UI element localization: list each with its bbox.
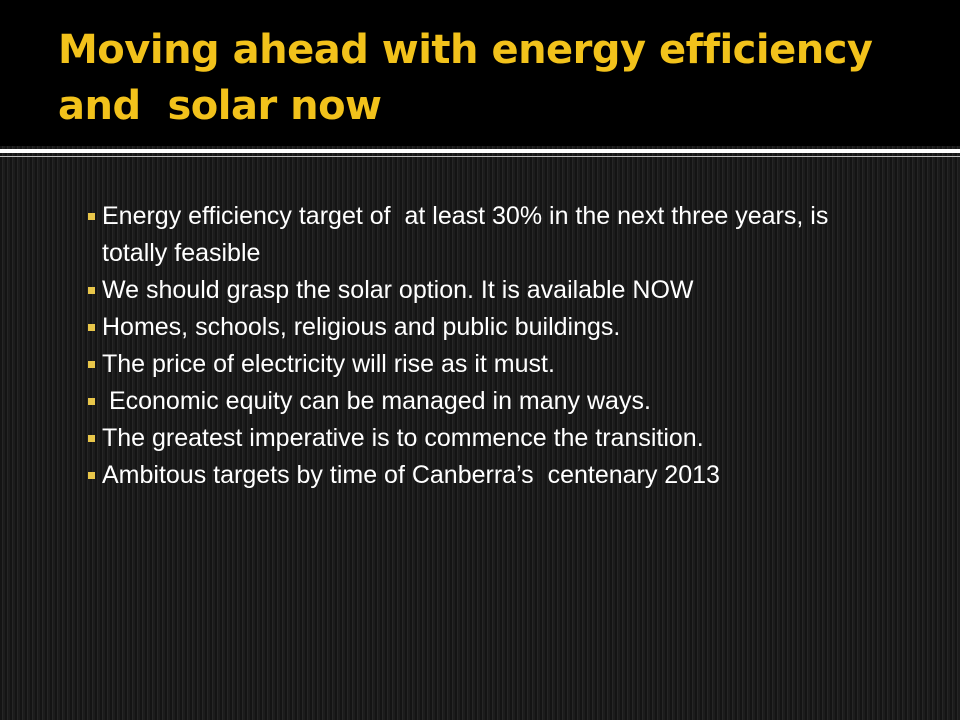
bullet-item: The greatest imperative is to commence t… — [88, 420, 878, 457]
bullet-item: Energy efficiency target of at least 30%… — [88, 198, 878, 272]
divider — [0, 156, 960, 157]
bullet-item: Economic equity can be managed in many w… — [88, 383, 878, 420]
bullet-item: We should grasp the solar option. It is … — [88, 272, 878, 309]
bullet-item: The price of electricity will rise as it… — [88, 346, 878, 383]
header-band: Moving ahead with energy efficiency and … — [0, 0, 960, 146]
bullet-item: Homes, schools, religious and public bui… — [88, 309, 878, 346]
slide-title: Moving ahead with energy efficiency and … — [58, 27, 886, 129]
bullet-list: Energy efficiency target of at least 30%… — [88, 198, 878, 494]
divider — [0, 149, 960, 153]
bullet-item: Ambitous targets by time of Canberra’s c… — [88, 457, 878, 494]
